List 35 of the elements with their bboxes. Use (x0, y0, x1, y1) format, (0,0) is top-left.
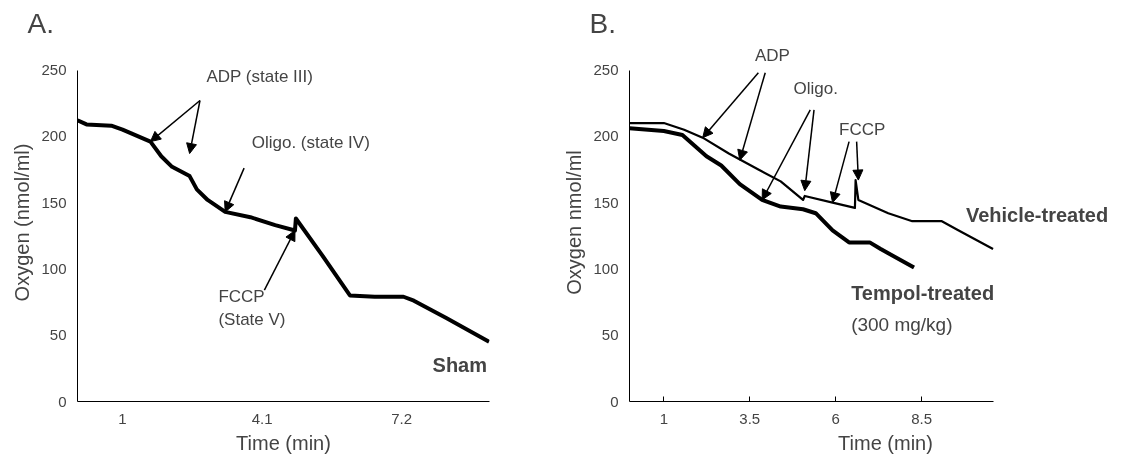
x-tick-label: 8.5 (911, 409, 933, 427)
x-tick-label: 1 (118, 409, 127, 427)
x-tick-label: 3.5 (739, 409, 761, 427)
annotation: ADP (754, 45, 790, 65)
x-tick-label: 4.1 (251, 409, 273, 427)
annotation: Oligo. (state IV) (251, 133, 370, 153)
chart-title: A. (27, 7, 54, 39)
x-tick-label: 7.2 (391, 409, 413, 427)
annotation: FCCP (State V) (218, 287, 286, 330)
y-tick-label: 100 (593, 259, 619, 277)
x-axis-title: Time (min) (236, 431, 331, 454)
x-tick-label: 6 (831, 409, 840, 427)
y-tick-label: 150 (41, 193, 67, 211)
y-tick-label: 200 (41, 127, 67, 145)
series-label: Sham (432, 354, 488, 377)
x-tick-label: 1 (659, 409, 669, 427)
annotation: ADP (state III) (206, 67, 313, 87)
y-tick-label: 250 (593, 61, 619, 79)
y-tick-label: 150 (593, 193, 619, 211)
chart-title: B. (589, 7, 616, 39)
annotation: (300 mg/kg) (851, 314, 953, 336)
y-tick-label: 50 (49, 326, 67, 344)
y-tick-label: 0 (610, 392, 619, 410)
series-label: Vehicle-treated (965, 204, 1109, 227)
series-label: Tempol-treated (851, 281, 995, 304)
y-tick-label: 250 (41, 61, 67, 79)
annotation: Oligo. (793, 79, 838, 99)
y-tick-label: 50 (601, 326, 619, 344)
y-axis-title: Oxygen nmol/ml (563, 150, 586, 295)
y-tick-label: 200 (593, 127, 619, 145)
y-axis-title: Oxygen (nmol/ml) (11, 143, 34, 302)
y-tick-label: 0 (58, 392, 67, 410)
x-axis-title: Time (min) (838, 431, 933, 454)
y-tick-label: 100 (41, 259, 67, 277)
annotation: FCCP (839, 120, 886, 140)
